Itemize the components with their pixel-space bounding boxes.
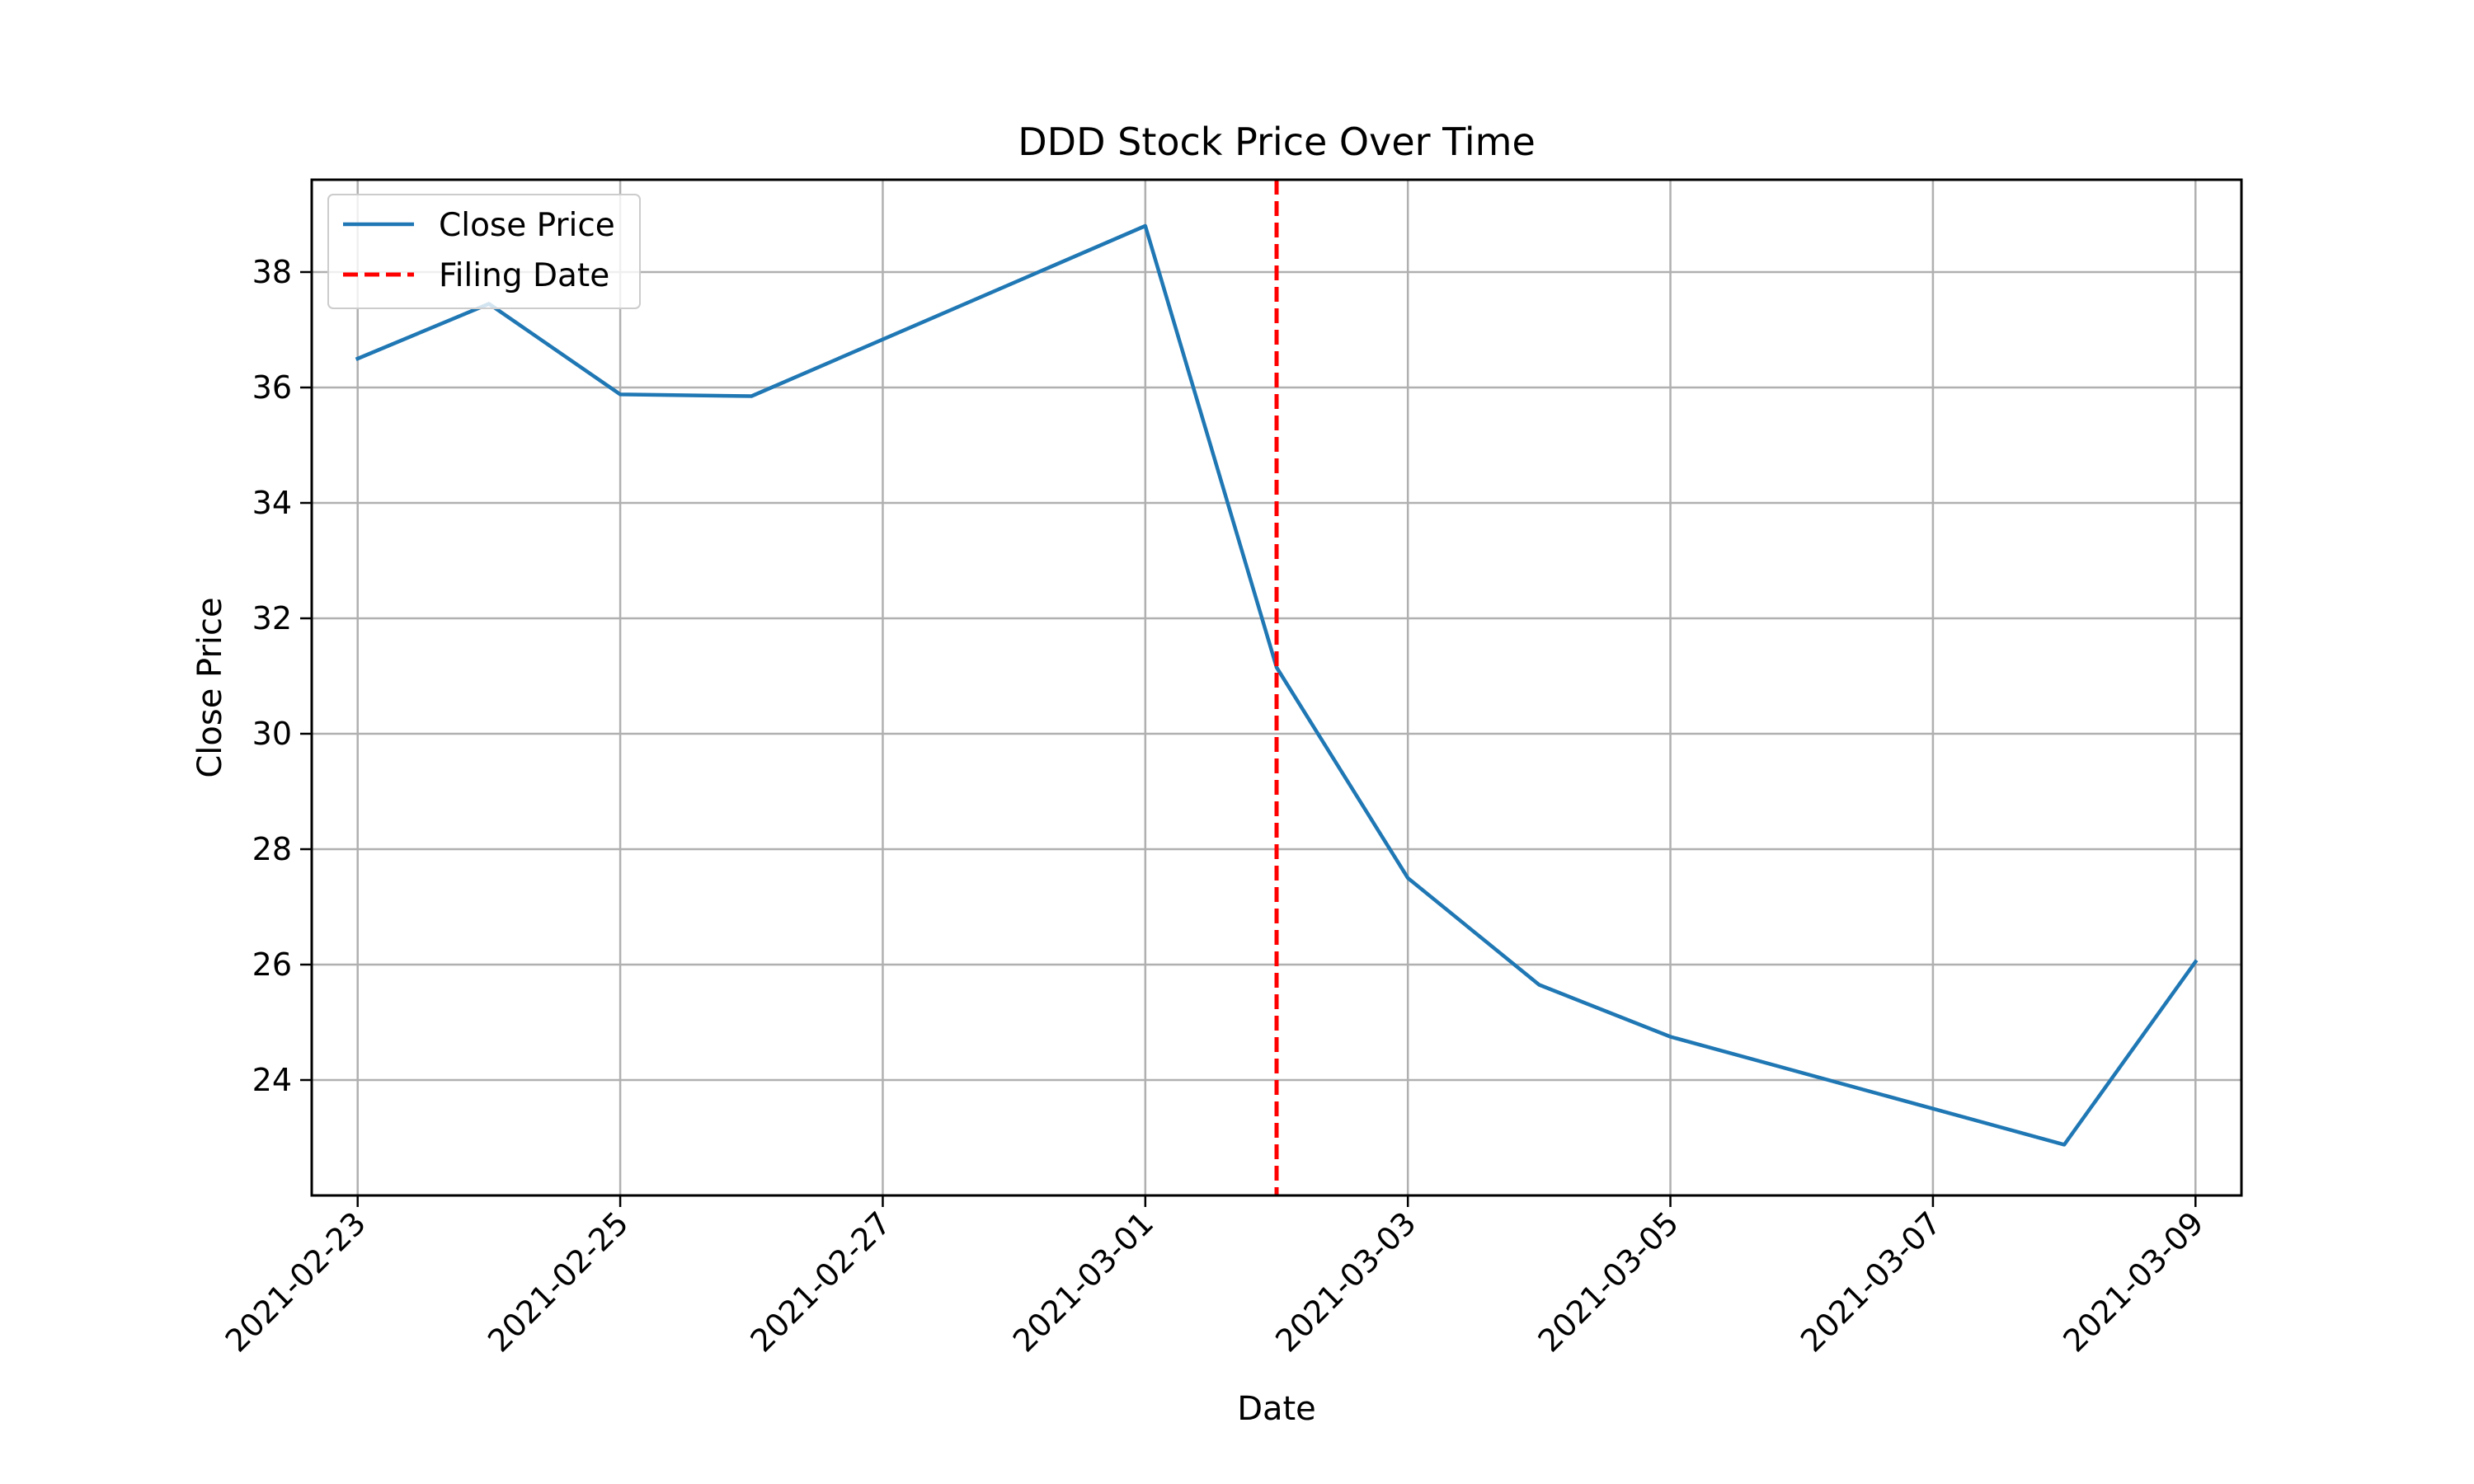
y-tick-label: 34 bbox=[252, 485, 292, 521]
y-tick-label: 32 bbox=[252, 600, 292, 636]
x-axis-label: Date bbox=[1237, 1390, 1316, 1428]
y-tick-label: 38 bbox=[252, 254, 292, 290]
plot-area-frame bbox=[310, 178, 2243, 1197]
y-tick-label: 24 bbox=[252, 1062, 292, 1098]
y-axis-ticks: 24 26 28 30 32 34 36 38 bbox=[252, 254, 312, 1098]
y-tick-label: 36 bbox=[252, 369, 292, 406]
chart-title: DDD Stock Price Over Time bbox=[1018, 120, 1536, 164]
y-tick-label: 26 bbox=[252, 946, 292, 983]
legend-label-filing-date: Filing Date bbox=[439, 257, 609, 294]
legend: Close Price Filing Date bbox=[327, 194, 641, 309]
y-tick-label: 30 bbox=[252, 716, 292, 752]
legend-label-close-price: Close Price bbox=[439, 207, 615, 244]
y-tick-label: 28 bbox=[252, 831, 292, 867]
y-axis-label: Close Price bbox=[191, 597, 229, 777]
